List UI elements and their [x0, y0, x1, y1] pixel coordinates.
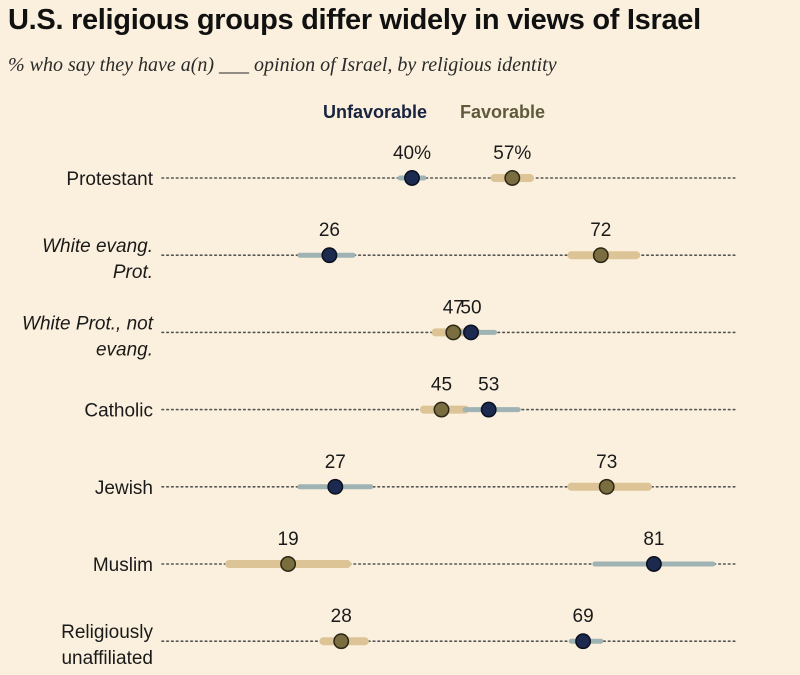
- category-label: Religiously: [61, 622, 153, 643]
- unfavorable-value-label: 53: [478, 375, 499, 396]
- unfavorable-value-label: 40%: [393, 143, 431, 164]
- legend-favorable: Favorable: [460, 102, 545, 122]
- category-label: Jewish: [95, 478, 153, 499]
- category-label: evang.: [96, 339, 153, 360]
- unfavorable-value-label: 26: [319, 220, 340, 241]
- favorable-value-label: 28: [331, 606, 352, 627]
- category-label: Protestant: [66, 169, 153, 190]
- legend-unfavorable: Unfavorable: [323, 102, 427, 122]
- favorable-dot: [433, 401, 450, 418]
- favorable-dot: [592, 247, 609, 264]
- row-5: Muslim 81 19: [93, 529, 739, 576]
- unfavorable-dot: [321, 247, 338, 264]
- favorable-dot: [333, 633, 350, 650]
- favorable-dot: [280, 556, 297, 572]
- unfavorable-dot: [404, 170, 420, 186]
- favorable-dot: [598, 478, 615, 495]
- favorable-value-label: 73: [596, 452, 617, 473]
- category-label: Muslim: [93, 555, 153, 576]
- unfavorable-dot: [327, 478, 344, 495]
- unfavorable-dot: [575, 633, 592, 650]
- chart-subtitle: % who say they have a(n) ___ opinion of …: [8, 54, 557, 76]
- row-3: Catholic 53 45: [84, 375, 739, 422]
- category-label: White evang.: [42, 236, 153, 257]
- row-6: Religiously unaffiliated 69 28: [61, 606, 739, 669]
- category-label: Catholic: [84, 401, 153, 422]
- unfavorable-dot: [645, 556, 662, 572]
- favorable-value-label: 57%: [493, 143, 531, 164]
- row-1: White evang. Prot. 26 72: [42, 220, 739, 283]
- category-label: unaffiliated: [61, 648, 153, 669]
- category-label: Prot.: [113, 262, 153, 283]
- category-label: White Prot., not: [22, 313, 154, 334]
- favorable-value-label: 72: [590, 220, 611, 241]
- unfavorable-dot: [463, 324, 479, 341]
- unfavorable-value-label: 69: [573, 606, 594, 627]
- unfavorable-value-label: 81: [643, 529, 664, 550]
- unfavorable-value-label: 50: [460, 297, 481, 318]
- unfavorable-dot: [480, 401, 497, 418]
- row-4: Jewish 27 73: [95, 452, 739, 499]
- favorable-value-label: 19: [278, 529, 299, 550]
- chart-title: U.S. religious groups differ widely in v…: [8, 4, 701, 36]
- row-0: Protestant 40% 57%: [66, 143, 739, 190]
- favorable-dot: [504, 170, 521, 186]
- favorable-dot: [445, 324, 462, 341]
- unfavorable-value-label: 27: [325, 452, 346, 473]
- favorable-value-label: 47: [443, 297, 464, 318]
- favorable-value-label: 45: [431, 375, 452, 396]
